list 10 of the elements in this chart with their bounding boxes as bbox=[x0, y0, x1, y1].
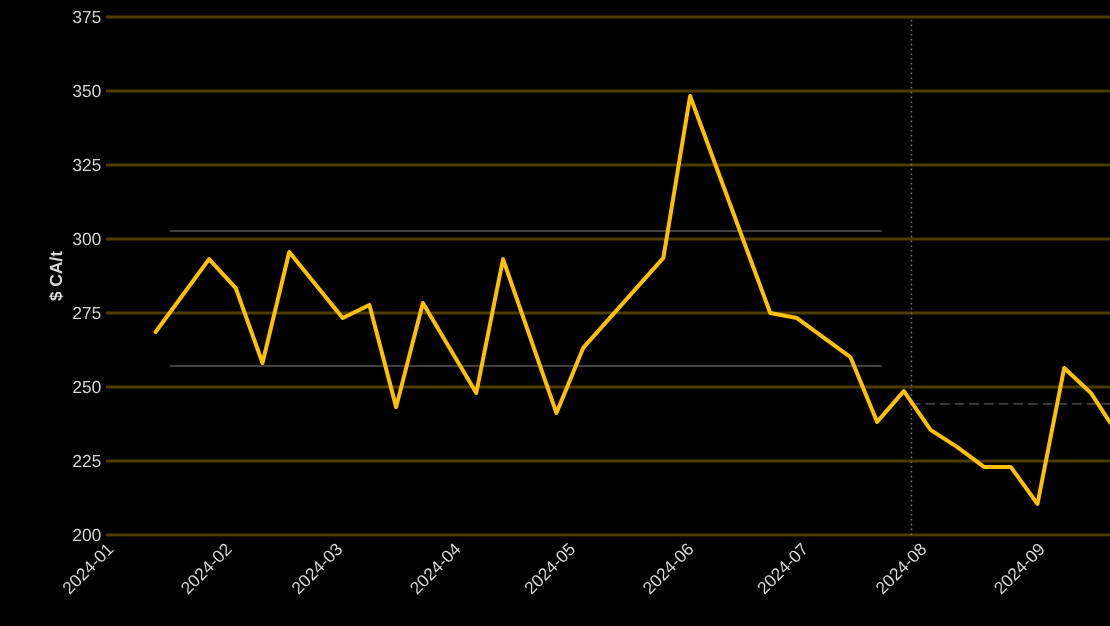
y-axis-title: $ CA/t bbox=[49, 251, 64, 301]
y-tick-label: 200 bbox=[73, 528, 101, 542]
line-series bbox=[153, 94, 1110, 506]
y-tick-label: 225 bbox=[73, 454, 101, 468]
y-tick-label: 250 bbox=[73, 380, 101, 394]
y-tick-label: 300 bbox=[73, 232, 101, 246]
y-tick-label: 350 bbox=[73, 84, 101, 98]
y-tick-label: 275 bbox=[73, 306, 101, 320]
y-tick-label: 375 bbox=[73, 10, 101, 24]
y-tick-label: 325 bbox=[73, 158, 101, 172]
